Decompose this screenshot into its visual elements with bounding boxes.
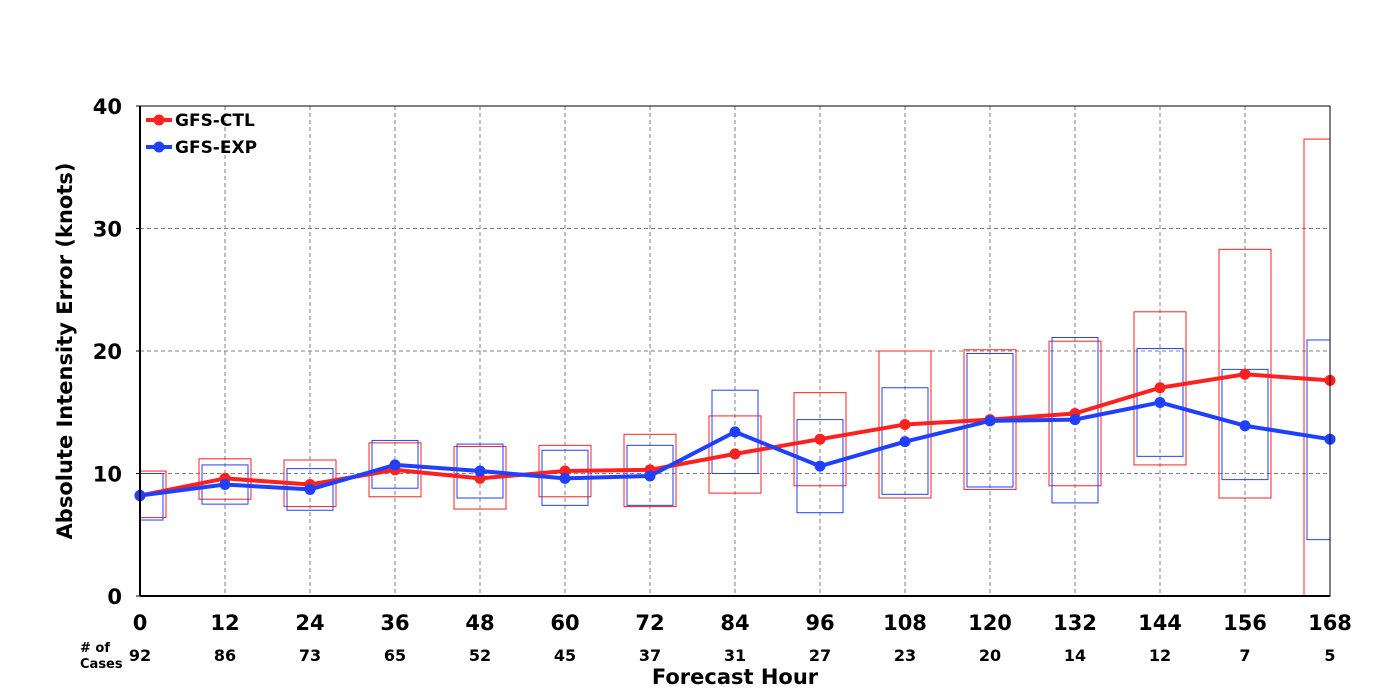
- grid-lines: [140, 106, 1330, 596]
- point-gfs-ctl-96: [814, 433, 826, 445]
- x-tick-label-84: 84: [720, 611, 749, 635]
- ci-box-gfs-ctl-36: [368, 442, 422, 498]
- case-count-168: 5: [1324, 646, 1335, 665]
- point-gfs-exp-72: [644, 470, 656, 482]
- point-gfs-exp-60: [559, 472, 571, 484]
- point-gfs-exp-108: [899, 436, 911, 448]
- ci-box-gfs-ctl-156: [1218, 248, 1272, 499]
- y-axis-title: Absolute Intensity Error (knots): [53, 163, 77, 540]
- cases-label-line2: Cases: [80, 657, 123, 672]
- x-tick-label-12: 12: [210, 611, 239, 635]
- x-tick-label-60: 60: [550, 611, 579, 635]
- ci-box-gfs-ctl-96: [793, 392, 847, 487]
- x-axis-title: Forecast Hour: [652, 665, 819, 689]
- x-tick-label-120: 120: [968, 611, 1012, 635]
- point-gfs-exp-120: [984, 415, 996, 427]
- legend-label-gfs-ctl: GFS-CTL: [175, 111, 255, 131]
- case-count-144: 12: [1149, 646, 1171, 665]
- ci-box-gfs-exp-144: [1136, 348, 1184, 457]
- case-count-60: 45: [554, 646, 576, 665]
- point-gfs-ctl-156: [1239, 368, 1251, 380]
- case-count-72: 37: [639, 646, 661, 665]
- case-count-120: 20: [979, 646, 1001, 665]
- x-tick-label-96: 96: [805, 611, 834, 635]
- case-count-108: 23: [894, 646, 916, 665]
- point-gfs-exp-48: [474, 465, 486, 477]
- x-tick-label-0: 0: [133, 611, 148, 635]
- y-tick-label-0: 0: [107, 585, 122, 609]
- legend-label-gfs-exp: GFS-EXP: [175, 138, 257, 158]
- case-count-156: 7: [1239, 646, 1250, 665]
- x-tick-label-156: 156: [1223, 611, 1267, 635]
- x-tick-label-36: 36: [380, 611, 409, 635]
- ci-box-gfs-exp-96: [796, 419, 844, 514]
- ci-box-gfs-ctl-168: [1303, 138, 1331, 597]
- point-gfs-ctl-84: [729, 448, 741, 460]
- legend-marker-gfs-exp: [153, 141, 165, 153]
- ci-box-gfs-exp-84: [711, 389, 759, 475]
- point-gfs-exp-84: [729, 426, 741, 438]
- case-count-96: 27: [809, 646, 831, 665]
- x-tick-label-144: 144: [1138, 611, 1182, 635]
- x-tick-label-108: 108: [883, 611, 927, 635]
- y-tick-labels: 0 10 20 30 40: [93, 95, 140, 609]
- point-gfs-exp-96: [814, 460, 826, 472]
- x-tick-label-24: 24: [295, 611, 324, 635]
- case-count-36: 65: [384, 646, 406, 665]
- y-tick-label-20: 20: [93, 340, 122, 364]
- ci-box-gfs-exp-36: [371, 439, 419, 489]
- point-gfs-exp-144: [1154, 396, 1166, 408]
- case-count-132: 14: [1064, 646, 1086, 665]
- case-count-24: 73: [299, 646, 321, 665]
- point-gfs-exp-132: [1069, 414, 1081, 426]
- point-gfs-exp-156: [1239, 420, 1251, 432]
- x-tick-label-72: 72: [635, 611, 664, 635]
- cases-label-line1: # of: [80, 641, 110, 656]
- legend: GFS-CTL GFS-EXP: [146, 111, 257, 158]
- case-count-12: 86: [214, 646, 236, 665]
- x-tick-label-132: 132: [1053, 611, 1097, 635]
- point-gfs-exp-24: [304, 483, 316, 495]
- point-gfs-exp-36: [389, 459, 401, 471]
- point-gfs-ctl-108: [899, 419, 911, 430]
- y-tick-label-10: 10: [93, 463, 122, 487]
- case-count-84: 31: [724, 646, 746, 665]
- y-tick-label-30: 30: [93, 218, 122, 242]
- y-tick-label-40: 40: [93, 95, 122, 119]
- case-count-labels: 92 86 73 65 52 45 37 31 27 23 20 14 12 7 5: [129, 646, 1336, 665]
- point-gfs-ctl-144: [1154, 382, 1166, 394]
- x-tick-label-48: 48: [465, 611, 494, 635]
- ci-box-gfs-ctl-84: [708, 415, 762, 494]
- x-tick-labels: 0 12 24 36 48 60 72 84 96 108 120 132 144 156 168: [133, 611, 1352, 635]
- case-count-0: 92: [129, 646, 151, 665]
- series-lines: [134, 368, 1336, 502]
- ci-box-gfs-ctl-144: [1133, 311, 1187, 466]
- case-count-48: 52: [469, 646, 491, 665]
- point-gfs-exp-12: [219, 479, 231, 491]
- legend-marker-gfs-ctl: [153, 114, 165, 126]
- x-tick-label-168: 168: [1308, 611, 1352, 635]
- ci-box-gfs-exp-108: [881, 387, 929, 495]
